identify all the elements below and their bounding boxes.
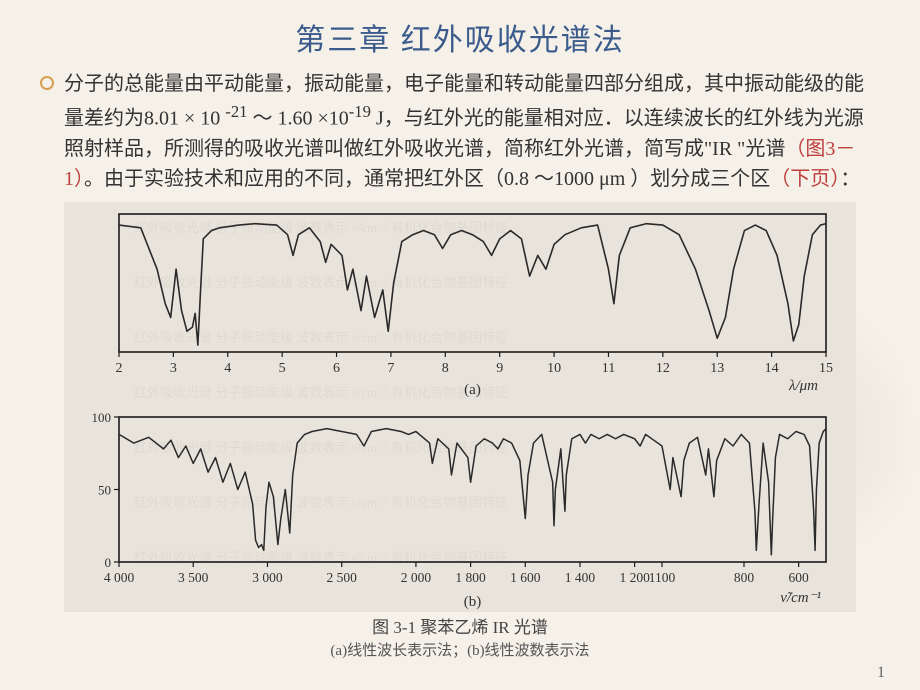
figure-caption-sub: (a)线性波长表示法；(b)线性波数表示法 (40, 639, 880, 660)
svg-text:红外吸收光谱 分子振动能级 波数表示 ν̃/cm⁻¹ 有机化: 红外吸收光谱 分子振动能级 波数表示 ν̃/cm⁻¹ 有机化合物基团特征 (134, 275, 508, 290)
svg-text:红外吸收光谱 分子振动能级 波数表示 ν̃/cm⁻¹ 有机化: 红外吸收光谱 分子振动能级 波数表示 ν̃/cm⁻¹ 有机化合物基团特征 (134, 330, 508, 345)
svg-text:(b): (b) (464, 594, 482, 610)
figure-container: 23456789101112131415λ/μm(a)0501004 0003 … (64, 202, 856, 612)
svg-text:3: 3 (170, 361, 177, 376)
svg-text:6: 6 (333, 361, 340, 376)
paragraph-row: 分子的总能量由平动能量，振动能量，电子能量和转动能量四部分组成，其中振动能级的能… (40, 69, 880, 194)
svg-text:8: 8 (442, 361, 449, 376)
paragraph-text: 分子的总能量由平动能量，振动能量，电子能量和转动能量四部分组成，其中振动能级的能… (64, 69, 880, 194)
svg-text:红外吸收光谱 分子振动能级 波数表示 ν̃/cm⁻¹ 有机化: 红外吸收光谱 分子振动能级 波数表示 ν̃/cm⁻¹ 有机化合物基团特征 (134, 440, 508, 455)
svg-text:1 200: 1 200 (619, 570, 650, 585)
figure-caption-main: 图 3-1 聚苯乙烯 IR 光谱 (40, 616, 880, 640)
svg-text:15: 15 (819, 361, 833, 376)
svg-text:2: 2 (116, 361, 123, 376)
svg-text:600: 600 (789, 570, 810, 585)
svg-text:4: 4 (224, 361, 231, 376)
svg-text:13: 13 (710, 361, 724, 376)
svg-text:11: 11 (602, 361, 615, 376)
svg-text:100: 100 (92, 410, 112, 425)
svg-text:3 500: 3 500 (178, 570, 209, 585)
svg-text:红外吸收光谱 分子振动能级 波数表示 ν̃/cm⁻¹ 有机化: 红外吸收光谱 分子振动能级 波数表示 ν̃/cm⁻¹ 有机化合物基团特征 (134, 550, 508, 565)
svg-text:4 000: 4 000 (104, 570, 135, 585)
svg-text:1 600: 1 600 (510, 570, 541, 585)
text-mid1: ～ 1.60 ×10 (247, 108, 348, 130)
svg-text:λ/μm: λ/μm (788, 378, 818, 394)
svg-text:1100: 1100 (649, 570, 676, 585)
text-mid3: 。由于实验技术和应用的不同，通常把红外区（0.8 ～1000 μm ）划分成三个… (84, 168, 770, 190)
svg-text:9: 9 (496, 361, 503, 376)
text-sup2: -19 (349, 102, 371, 121)
svg-text:2 500: 2 500 (327, 570, 358, 585)
slide-content: 第三章 红外吸收光谱法 分子的总能量由平动能量，振动能量，电子能量和转动能量四部… (0, 0, 920, 670)
svg-text:12: 12 (656, 361, 670, 376)
svg-text:14: 14 (765, 361, 779, 376)
text-end: ： (840, 168, 860, 190)
text-hl2: （下页） (770, 168, 840, 190)
svg-text:7: 7 (387, 361, 394, 376)
svg-text:3 000: 3 000 (252, 570, 283, 585)
svg-text:50: 50 (98, 482, 111, 497)
svg-text:红外吸收光谱 分子振动能级 波数表示 ν̃/cm⁻¹ 有机化: 红外吸收光谱 分子振动能级 波数表示 ν̃/cm⁻¹ 有机化合物基团特征 (134, 220, 508, 235)
svg-text:1 400: 1 400 (565, 570, 596, 585)
svg-text:红外吸收光谱 分子振动能级 波数表示 ν̃/cm⁻¹ 有机化: 红外吸收光谱 分子振动能级 波数表示 ν̃/cm⁻¹ 有机化合物基团特征 (134, 495, 508, 510)
svg-text:0: 0 (105, 555, 112, 570)
svg-text:ν̃/cm⁻¹: ν̃/cm⁻¹ (780, 590, 821, 606)
svg-text:5: 5 (279, 361, 286, 376)
svg-text:2 000: 2 000 (401, 570, 432, 585)
bullet-icon (40, 76, 54, 90)
svg-text:800: 800 (734, 570, 755, 585)
text-sup1: -21 (225, 102, 247, 121)
svg-text:10: 10 (547, 361, 561, 376)
svg-text:1 800: 1 800 (455, 570, 486, 585)
ir-spectra-figure: 23456789101112131415λ/μm(a)0501004 0003 … (64, 202, 856, 612)
svg-text:红外吸收光谱 分子振动能级 波数表示 ν̃/cm⁻¹ 有机化: 红外吸收光谱 分子振动能级 波数表示 ν̃/cm⁻¹ 有机化合物基团特征 (134, 385, 508, 400)
chapter-title: 第三章 红外吸收光谱法 (40, 15, 880, 59)
